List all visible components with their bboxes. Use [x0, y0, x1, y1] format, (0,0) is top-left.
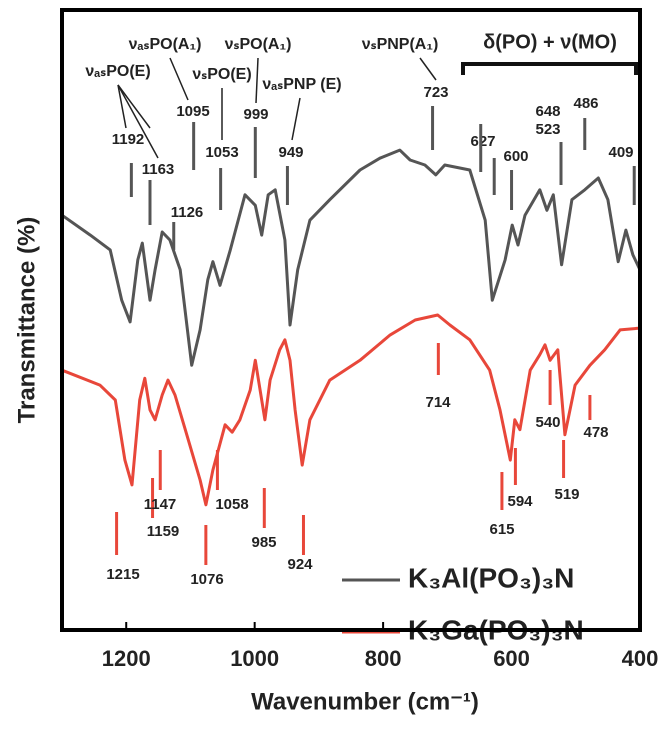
peak-label: 594: [507, 493, 533, 510]
bracket: [461, 62, 638, 75]
x-tick-label: 1000: [230, 646, 279, 671]
peak-label: 985: [251, 534, 276, 551]
peak-label: 648: [535, 103, 560, 120]
peak-label: 1147: [144, 496, 177, 513]
assignment-label: νₐₛPO(A₁): [129, 36, 202, 53]
peak-label: 949: [278, 144, 303, 161]
peak-label: 519: [554, 486, 579, 503]
peak-label: 478: [583, 424, 608, 441]
peak-label: 714: [425, 394, 451, 411]
peak-label: 486: [573, 95, 598, 112]
peak-label: 1053: [205, 144, 238, 161]
assignment-label: νₐₛPNP (E): [262, 76, 341, 93]
spectrum-line: [61, 148, 642, 367]
peak-label: 409: [608, 144, 633, 161]
x-tick-label: 400: [622, 646, 659, 671]
spectrum-line: [61, 313, 641, 507]
peak-label: 924: [287, 556, 313, 573]
x-axis-label: Wavenumber (cm⁻¹): [251, 688, 479, 715]
assignment-label: δ(PO) + ν(MO): [483, 31, 617, 53]
peak-label: 1058: [215, 496, 248, 513]
connector: [255, 57, 259, 104]
x-tick-label: 600: [493, 646, 530, 671]
plot-frame: [60, 8, 642, 632]
connector: [117, 84, 151, 129]
assignment-label: νₐₛPO(E): [85, 63, 150, 80]
peak-label: 627: [470, 133, 495, 150]
connector: [169, 57, 189, 101]
connector: [117, 84, 159, 159]
connector: [419, 57, 437, 81]
peak-label: 600: [503, 148, 528, 165]
peak-label: 540: [535, 414, 560, 431]
legend-label: K₃Al(PO₃)₃N: [408, 562, 574, 593]
peak-label: 1095: [176, 103, 209, 120]
connector: [291, 97, 301, 141]
peak-label: 999: [243, 106, 268, 123]
assignment-label: νₛPNP(A₁): [362, 36, 439, 53]
peak-label: 615: [489, 521, 514, 538]
peak-label: 1159: [147, 523, 180, 540]
x-tick-label: 1200: [102, 646, 151, 671]
peak-label: 723: [423, 84, 448, 101]
y-axis-label: Transmittance (%): [13, 217, 40, 424]
assignment-label: νₛPO(A₁): [225, 36, 292, 53]
peak-label: 523: [535, 121, 560, 138]
peak-label: 1215: [106, 566, 139, 583]
peak-label: 1192: [112, 131, 145, 148]
peak-label: 1126: [171, 204, 204, 221]
x-tick-label: 800: [365, 646, 402, 671]
peak-label: 1163: [142, 161, 175, 178]
assignment-label: νₛPO(E): [192, 66, 251, 83]
connector: [117, 84, 127, 129]
peak-label: 1076: [190, 571, 223, 588]
